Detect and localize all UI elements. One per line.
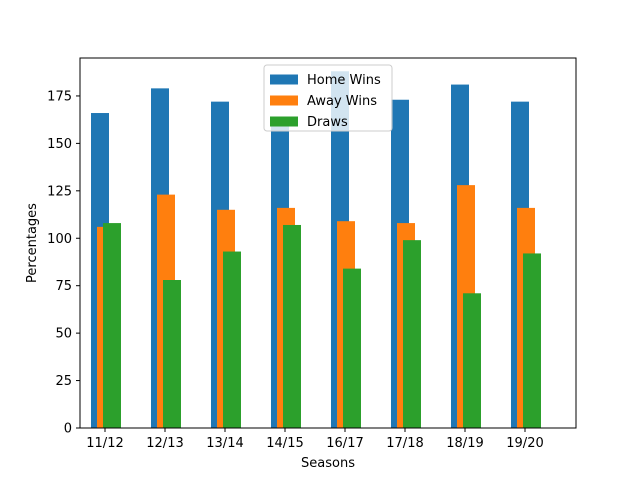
y-tick-label: 75	[55, 279, 72, 294]
y-tick-label: 175	[47, 89, 72, 104]
y-axis-ticks: 0 25 50 75 100 125 150 175	[47, 89, 80, 437]
x-tick-label: 13/14	[206, 436, 243, 451]
x-axis-ticks: 11/12 12/13 13/14 14/15 16/17 17/18 18/19 19/20	[86, 428, 544, 451]
x-tick-label: 11/12	[86, 436, 123, 451]
plot-frame	[79, 57, 577, 429]
legend-swatch-away-wins	[270, 95, 298, 106]
x-tick-label: 12/13	[146, 436, 183, 451]
legend: Home Wins Away Wins Draws	[263, 64, 393, 132]
x-tick-label: 18/19	[446, 436, 483, 451]
x-tick-label: 19/20	[506, 436, 543, 451]
legend-label-draws: Draws	[307, 115, 348, 130]
x-tick-label: 14/15	[266, 436, 303, 451]
y-tick-label: 100	[47, 232, 72, 247]
bar-draws-2	[223, 251, 241, 428]
y-tick-label: 150	[47, 137, 72, 152]
y-tick-label: 125	[47, 184, 72, 199]
y-tick-label: 0	[64, 422, 72, 437]
bar-draws-3	[283, 224, 301, 428]
bar-draws-6	[463, 293, 481, 428]
bar-draws-7	[523, 253, 541, 428]
bar-draws-0	[103, 223, 121, 428]
y-tick-label: 25	[55, 374, 72, 389]
y-tick-label: 50	[55, 327, 72, 342]
y-axis-label: Percentages	[25, 203, 40, 283]
bars-group	[91, 71, 541, 429]
x-axis-label: Seasons	[301, 456, 355, 471]
x-tick-label: 16/17	[326, 436, 363, 451]
bar-draws-4	[343, 268, 361, 428]
x-tick-label: 17/18	[386, 436, 423, 451]
legend-swatch-home-wins	[270, 74, 298, 85]
legend-swatch-draws	[270, 116, 298, 127]
legend-label-away-wins: Away Wins	[307, 94, 377, 109]
bar-draws-5	[403, 240, 421, 428]
bar-draws-1	[163, 280, 181, 428]
legend-label-home-wins: Home Wins	[307, 73, 381, 88]
